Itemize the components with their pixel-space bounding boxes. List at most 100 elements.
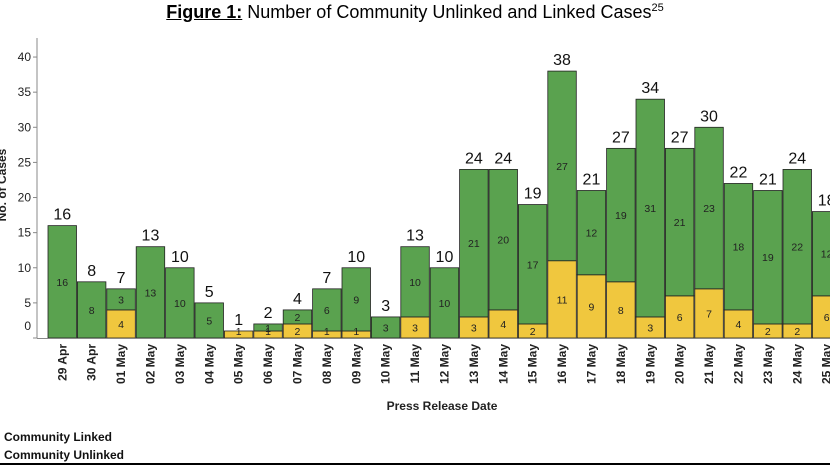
data-label-unlinked: 12	[586, 228, 598, 240]
figure-title: Figure 1: Number of Community Unlinked a…	[0, 2, 830, 23]
data-label-linked: 3	[412, 322, 418, 334]
data-label-unlinked: 6	[324, 305, 330, 317]
bar-unlinked	[723, 183, 754, 311]
bar-unlinked	[459, 169, 489, 318]
data-label-unlinked: 31	[644, 203, 656, 215]
bar-unlinked	[782, 169, 812, 325]
bar-unlinked	[488, 169, 518, 311]
x-tick-label: 17 May	[584, 344, 598, 384]
x-tick-label: 18 May	[614, 344, 628, 384]
y-tick-label: 10	[18, 261, 32, 275]
y-tick-label: 15	[18, 226, 32, 240]
data-label-total: 30	[700, 108, 718, 125]
data-label-total: 1	[234, 312, 243, 329]
data-label-total: 18	[818, 193, 830, 210]
bar-unlinked	[47, 225, 77, 339]
y-tick-label: 30	[18, 120, 32, 134]
data-label-total: 10	[171, 249, 189, 266]
stacked-bar-chart: 1616884371313101055111122241671910333101…	[0, 38, 830, 413]
data-label-linked: 2	[794, 326, 800, 338]
bar-unlinked	[665, 147, 695, 297]
bar-linked	[606, 281, 636, 339]
x-tick-label: 15 May	[526, 344, 540, 384]
bar-unlinked	[282, 309, 313, 325]
data-label-total: 2	[264, 305, 273, 322]
data-label-total: 13	[142, 228, 160, 245]
data-label-linked: 6	[824, 312, 830, 324]
data-label-total: 8	[87, 263, 96, 280]
data-label-linked: 4	[736, 319, 742, 331]
y-tick-label: 0	[24, 319, 31, 333]
figure-footnote-ref: 25	[651, 2, 664, 14]
x-tick-label: 10 May	[379, 344, 393, 384]
data-label-unlinked: 10	[409, 277, 421, 289]
data-label-unlinked: 16	[56, 277, 68, 289]
x-tick-label: 09 May	[349, 344, 363, 384]
x-tick-label: 01 May	[114, 344, 128, 384]
data-label-total: 27	[612, 129, 630, 146]
bar-unlinked	[547, 70, 577, 262]
data-label-total: 16	[53, 207, 71, 224]
x-tick-label: 02 May	[143, 344, 157, 384]
data-label-unlinked: 17	[527, 259, 539, 271]
data-label-total: 38	[553, 52, 571, 69]
x-tick-label: 03 May	[173, 344, 187, 384]
bar-unlinked	[606, 147, 636, 283]
figure-label: Figure 1:	[166, 2, 243, 22]
data-label-unlinked: 22	[791, 242, 803, 254]
data-label-unlinked: 12	[821, 249, 830, 261]
bar-unlinked	[518, 204, 548, 325]
x-tick-label: 07 May	[290, 344, 304, 384]
data-label-linked: 2	[295, 326, 301, 338]
x-tick-label: 11 May	[408, 344, 422, 384]
data-label-linked: 8	[618, 305, 624, 317]
data-label-linked: 1	[353, 326, 359, 338]
x-tick-label: 08 May	[320, 344, 334, 384]
x-tick-label: 06 May	[261, 344, 275, 384]
data-label-total: 34	[641, 80, 659, 97]
data-label-unlinked: 10	[174, 298, 186, 310]
data-label-linked: 4	[118, 319, 124, 331]
x-tick-label: 21 May	[702, 344, 716, 384]
data-label-total: 24	[465, 150, 483, 167]
x-tick-label: 20 May	[673, 344, 687, 384]
data-label-unlinked: 3	[383, 322, 389, 334]
frame-border	[0, 463, 830, 465]
bar-unlinked	[429, 267, 460, 339]
data-label-total: 7	[322, 270, 331, 287]
data-label-total: 27	[671, 129, 689, 146]
bar-linked	[488, 309, 518, 339]
y-axis-label: No. of Cases	[0, 148, 9, 221]
data-label-total: 3	[381, 298, 390, 315]
bar-unlinked	[253, 323, 283, 332]
data-label-total: 19	[524, 186, 542, 203]
bar-unlinked	[694, 126, 724, 290]
data-label-unlinked: 20	[497, 235, 509, 247]
x-tick-label: 19 May	[643, 344, 657, 384]
data-label-unlinked: 18	[733, 242, 745, 254]
data-label-linked: 1	[265, 326, 271, 338]
x-tick-label: 25 May	[820, 344, 830, 384]
data-label-linked: 3	[647, 322, 653, 334]
y-tick-label: 20	[18, 191, 32, 205]
data-label-unlinked: 1	[265, 323, 271, 335]
data-label-total: 4	[293, 291, 302, 308]
data-label-total: 7	[117, 270, 126, 287]
y-tick-label: 40	[18, 50, 32, 64]
data-label-linked: 7	[706, 308, 712, 320]
data-label-linked: 6	[677, 312, 683, 324]
data-label-linked: 11	[557, 294, 568, 306]
data-label-total: 21	[759, 172, 777, 189]
y-tick-label: 25	[18, 155, 32, 169]
bar-unlinked	[400, 246, 430, 318]
data-label-unlinked: 3	[118, 294, 124, 306]
x-tick-label: 16 May	[555, 344, 569, 384]
figure-title-text: Number of Community Unlinked and Linked …	[247, 2, 652, 22]
x-tick-label: 04 May	[202, 344, 216, 384]
data-label-unlinked: 8	[89, 305, 95, 317]
data-label-linked: 1	[236, 326, 242, 338]
data-label-unlinked: 9	[353, 294, 359, 306]
data-label-total: 24	[494, 150, 512, 167]
y-tick-label: 5	[24, 296, 31, 310]
data-label-total: 24	[788, 150, 806, 167]
